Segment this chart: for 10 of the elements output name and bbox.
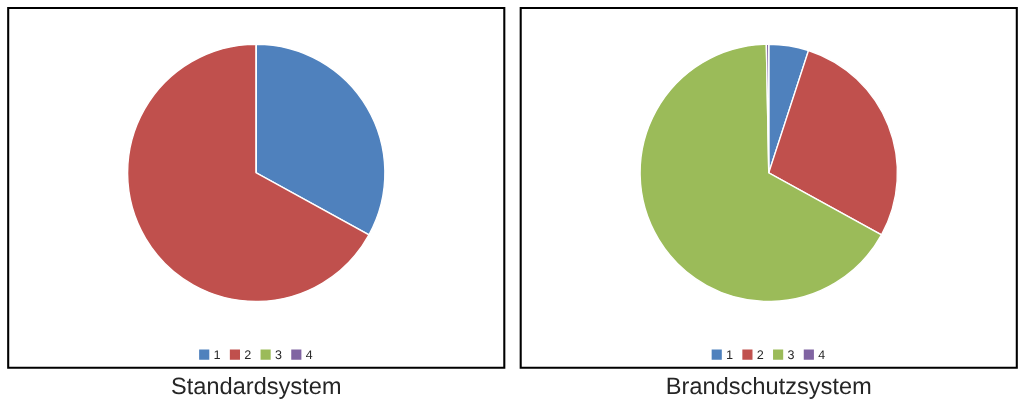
legend-label: 4 bbox=[818, 350, 825, 359]
legend-label: 2 bbox=[757, 350, 764, 359]
legend-label: 3 bbox=[787, 350, 794, 360]
text: Standardsystem bbox=[172, 376, 340, 399]
legend-label: 3 bbox=[275, 350, 282, 360]
legend-label: 1 bbox=[727, 350, 733, 359]
legend-label: 1 bbox=[214, 350, 220, 359]
legend-label: 2 bbox=[244, 350, 251, 359]
text: Brandschutzsystem bbox=[667, 376, 871, 399]
legend-label: 4 bbox=[305, 350, 313, 359]
